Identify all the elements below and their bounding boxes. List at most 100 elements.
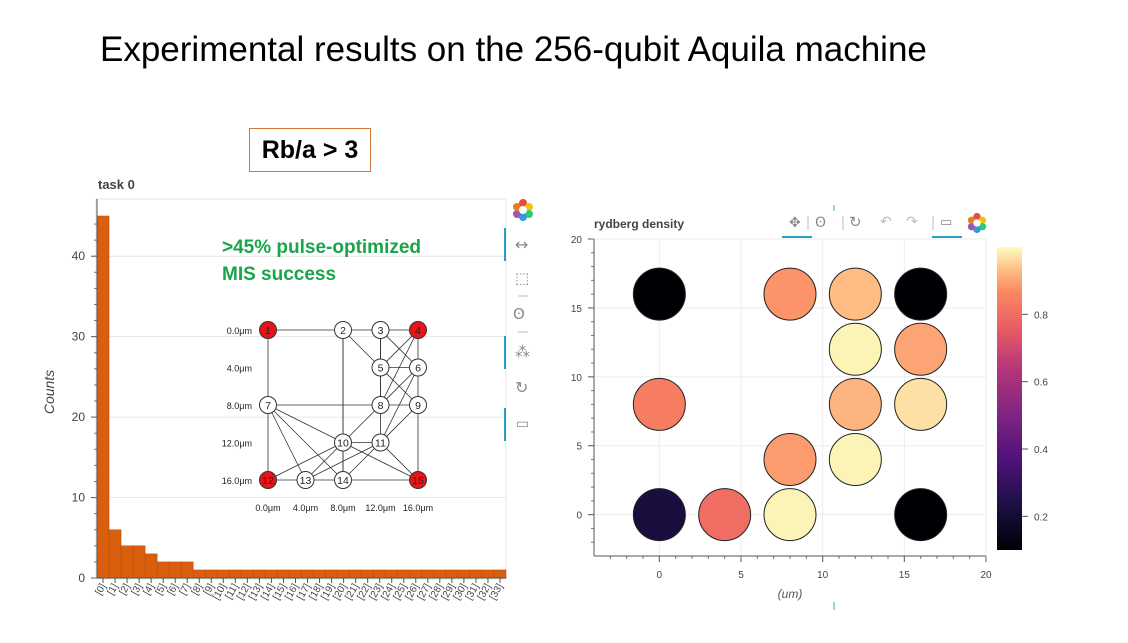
density-point <box>828 433 882 487</box>
graph-col-label: 8.0μm <box>330 503 355 513</box>
colorbar-tick-label: 0.6 <box>1034 378 1048 389</box>
graph-node-label: 8 <box>378 400 384 412</box>
graph-node-label: 5 <box>378 363 384 375</box>
hover-icon[interactable]: ▭ <box>516 416 530 432</box>
graph-edge <box>305 442 381 481</box>
histogram-bar <box>289 569 302 579</box>
y-tick-label: 0 <box>576 511 582 522</box>
redo-icon[interactable]: ↷ <box>906 214 918 230</box>
y-tick-label: 20 <box>571 235 583 246</box>
bokeh-logo-icon[interactable] <box>511 198 535 225</box>
y-tick-label: 5 <box>576 442 582 453</box>
tap-select-icon[interactable]: ⁂ <box>515 343 530 361</box>
bokeh-logo-icon[interactable] <box>966 212 988 237</box>
graph-node <box>334 433 352 452</box>
histogram-bar <box>457 569 471 579</box>
colorbar-tick-label: 0.8 <box>1034 310 1048 321</box>
annotation-line-2: MIS success <box>222 264 336 285</box>
density-point <box>763 488 817 542</box>
rb-ratio-label: Rb/a > 3 <box>249 128 371 172</box>
pan-icon[interactable]: ✥ <box>789 215 801 231</box>
density-point <box>828 267 882 321</box>
histogram-bar <box>481 569 495 579</box>
density-point <box>894 267 948 321</box>
histogram-bar <box>313 569 326 579</box>
graph-node <box>259 321 277 339</box>
graph-edge <box>267 404 344 443</box>
histogram-bar <box>421 569 435 579</box>
graph-node-label: 4 <box>415 325 421 337</box>
density-point <box>828 377 882 431</box>
histogram-grid <box>97 255 506 499</box>
graph-node-label: 13 <box>300 475 312 487</box>
pan-arrows-icon[interactable]: ↔ <box>515 235 529 254</box>
histogram-bar <box>409 569 423 579</box>
graph-node-label: 10 <box>337 438 349 450</box>
x-tick-label: [8] <box>190 582 205 597</box>
y-tick-label: 30 <box>72 330 86 344</box>
density-point <box>894 377 948 431</box>
reset-icon[interactable]: ↻ <box>515 378 529 397</box>
annotation-line-1: >45% pulse-optimized <box>222 237 421 258</box>
histogram-bar <box>205 569 218 579</box>
graph-node <box>409 358 427 377</box>
histogram-bar <box>301 569 314 579</box>
x-tick-label: [0] <box>94 582 109 597</box>
graph-node-label: 15 <box>412 475 424 487</box>
graph-row-label: 4.0μm <box>227 364 252 374</box>
wheel-zoom-icon[interactable]: ʘ <box>513 305 525 323</box>
graph-node <box>371 321 390 339</box>
hover-icon[interactable]: ▭ <box>940 215 953 230</box>
x-tick-label: [9] <box>202 582 217 597</box>
graph-node <box>371 433 390 452</box>
histogram-y-axis: 0 10 20 30 40 <box>72 199 98 585</box>
density-point <box>632 488 686 542</box>
y-tick-label: 20 <box>72 410 86 424</box>
histogram-bar <box>349 569 362 579</box>
x-tick-label: 15 <box>899 570 911 581</box>
histogram-bar <box>445 569 459 579</box>
colorbar <box>997 247 1022 550</box>
histogram-bar <box>120 545 134 579</box>
scatter-axes: 0 5 10 15 20 0 5 10 15 20 <box>571 235 992 581</box>
density-point <box>763 433 817 487</box>
x-tick-label: [4] <box>142 582 157 597</box>
undo-icon[interactable]: ↶ <box>880 214 892 230</box>
histogram-x-axis: [0][1][2][3][4][5][6][7][8][9][10][11][1… <box>94 577 506 602</box>
histogram-title: task 0 <box>98 177 135 192</box>
graph-node <box>296 471 315 489</box>
scatter-xlabel: (um) <box>778 587 803 601</box>
x-tick-label: [6] <box>166 582 181 597</box>
histogram-bar <box>217 569 230 579</box>
x-tick-label: [1] <box>106 582 121 597</box>
histogram-bar <box>361 569 374 579</box>
density-point <box>894 488 948 542</box>
histogram-bar <box>229 569 242 579</box>
x-tick-label: 20 <box>980 570 992 581</box>
graph-node <box>334 471 352 489</box>
histogram-bar <box>493 569 507 579</box>
histogram-bar <box>265 569 278 579</box>
histogram-bar <box>253 569 266 579</box>
density-point <box>894 322 948 376</box>
graph-edge <box>267 404 306 481</box>
reset-icon[interactable]: ↻ <box>849 213 862 231</box>
graph-node-label: 9 <box>415 400 421 412</box>
density-point <box>632 267 686 321</box>
graph-node-label: 11 <box>375 438 386 450</box>
graph-row-label: 0.0μm <box>227 326 252 336</box>
graph-node-label: 1 <box>265 325 271 337</box>
box-zoom-icon[interactable]: ⬚ <box>515 269 530 287</box>
graph-edge <box>380 329 419 406</box>
scatter-points <box>632 267 948 542</box>
x-tick-label: [33] <box>488 582 506 602</box>
histogram-bar <box>168 561 182 579</box>
y-tick-label: 10 <box>571 373 583 384</box>
graph-node <box>409 471 427 489</box>
x-tick-label: 0 <box>657 570 663 581</box>
graph-node-label: 2 <box>340 325 346 337</box>
wheel-zoom-icon[interactable]: ʘ <box>815 215 827 231</box>
histogram-bar <box>156 561 170 579</box>
histogram-bar <box>132 545 146 579</box>
